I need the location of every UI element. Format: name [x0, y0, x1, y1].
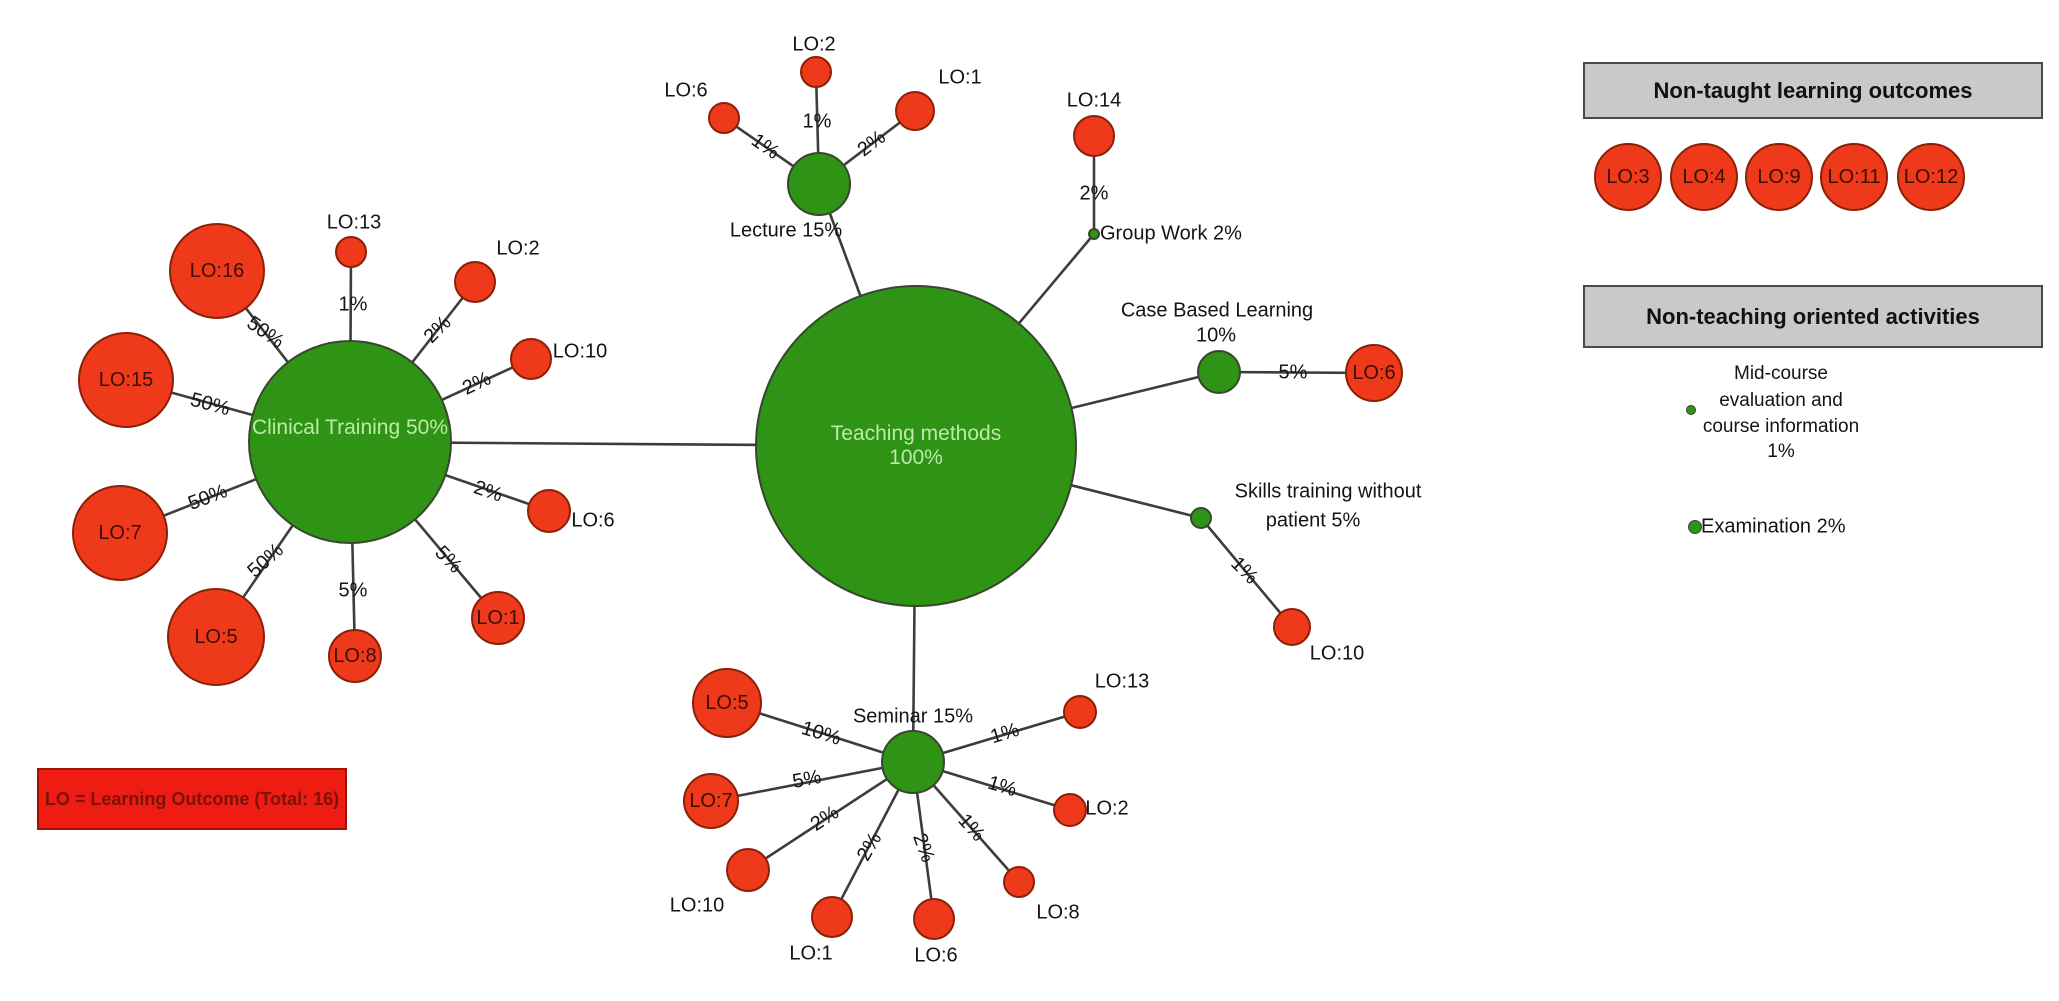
node-lo13s: [1063, 695, 1097, 729]
node-label: LO:7: [98, 521, 142, 544]
node-lo2l: [800, 56, 832, 88]
lo-label: LO:1: [789, 942, 833, 965]
node-casebased: [1197, 350, 1241, 394]
hub-label: Lecture 15%: [729, 219, 843, 242]
node-label: LO:12: [1903, 165, 1959, 188]
node-lo2s: [1053, 793, 1087, 827]
legend-non-taught-box: Non-taught learning outcomes: [1583, 62, 2043, 119]
legend-activity-label: course information: [1702, 416, 1860, 437]
lo-label: LO:10: [1309, 642, 1365, 665]
pct-label: 2%: [1079, 182, 1109, 205]
hub-label: Skills training without: [1234, 480, 1422, 503]
node-lo10se: [726, 848, 770, 892]
lo-label: LO:2: [1085, 797, 1129, 820]
node-lo10sk: [1273, 608, 1311, 646]
edge-skills-lo10sk: [1200, 517, 1293, 628]
lo-label: LO:10: [552, 340, 608, 363]
node-lo6c: [527, 489, 571, 533]
node-lo5s: LO:5: [692, 668, 762, 738]
node-label: LO:5: [194, 625, 238, 648]
node-lo8s: [1003, 866, 1035, 898]
node-lo1s: [811, 896, 853, 938]
lo-label: LO:2: [792, 33, 836, 56]
node-skills: [1190, 507, 1212, 529]
node-lecture: [787, 152, 851, 216]
legend-non-teaching-title: Non-teaching oriented activities: [1646, 303, 1980, 329]
edge-seminar-lo10se: [747, 760, 914, 872]
node-label: LO:5: [705, 691, 749, 714]
pct-label: 5%: [1278, 361, 1308, 384]
node-label-line: 100%: [889, 446, 943, 469]
lo-label: LO:8: [1036, 901, 1080, 924]
node-label: LO:11: [1827, 165, 1881, 188]
node-label: LO:16: [189, 259, 245, 282]
node-lo13c: [335, 236, 367, 268]
node-label: LO:7: [689, 789, 733, 812]
node-label: LO:8: [333, 644, 377, 667]
hub-label: Case Based Learning: [1120, 299, 1314, 322]
lo-label: LO:14: [1066, 89, 1122, 112]
lo-label: LO:6: [571, 509, 615, 532]
pct-label: 1%: [338, 293, 368, 316]
pct-label: 5%: [338, 579, 368, 602]
node-label: LO:15: [98, 368, 154, 391]
node-clinical: Clinical Training 50%: [248, 340, 452, 544]
lo-label: LO:2: [496, 237, 540, 260]
node-label: LO:4: [1682, 165, 1726, 188]
node-lo6l: [708, 102, 740, 134]
node-lo10c: [510, 338, 552, 380]
legend-activity-label: evaluation and: [1719, 390, 1843, 411]
node-lo7c: LO:7: [72, 485, 168, 581]
legend-circle-legend-lo11: LO:11: [1820, 143, 1888, 211]
hub-label: Seminar 15%: [852, 705, 974, 728]
legend-circle-legend-lo9: LO:9: [1745, 143, 1813, 211]
node-label: LO:1: [476, 606, 520, 629]
legend-circle-legend-lo3: LO:3: [1594, 143, 1662, 211]
node-groupwork: [1088, 228, 1100, 240]
hub-label: patient 5%: [1265, 509, 1361, 532]
node-lo2c: [454, 261, 496, 303]
node-lo16: LO:16: [169, 223, 265, 319]
node-lo6cb: LO:6: [1345, 344, 1403, 402]
node-label-line: Teaching methods: [830, 421, 1002, 445]
legend-activity-dot: [1688, 520, 1702, 534]
legend-circle-legend-lo12: LO:12: [1897, 143, 1965, 211]
lo-definition-note: LO = Learning Outcome (Total: 16): [37, 768, 347, 830]
edge-seminar-lo7s: [710, 760, 914, 803]
node-teaching: Teaching methods 100%: [755, 285, 1077, 607]
node-lo1l: [895, 91, 935, 131]
node-lo5c: LO:5: [167, 588, 265, 686]
node-label: LO:3: [1606, 165, 1650, 188]
node-lo14: [1073, 115, 1115, 157]
lo-definition-text: LO = Learning Outcome (Total: 16): [44, 788, 340, 809]
hub-label: 10%: [1195, 324, 1237, 347]
node-seminar: [881, 730, 945, 794]
legend-activity-label: Mid-course: [1734, 363, 1828, 384]
lo-label: LO:1: [938, 66, 982, 89]
node-lo8c: LO:8: [328, 629, 382, 683]
node-label: Clinical Training 50%: [251, 415, 449, 439]
node-lo15: LO:15: [78, 332, 174, 428]
node-lo1c: LO:1: [471, 591, 525, 645]
pct-label: 1%: [802, 110, 832, 133]
legend-activity-label: 1%: [1767, 441, 1795, 462]
hub-label: Group Work 2%: [1100, 222, 1242, 245]
node-lo7s: LO:7: [683, 773, 739, 829]
lo-label: LO:13: [1094, 670, 1150, 693]
lo-label: LO:10: [669, 894, 725, 917]
legend-activity-label: Examination 2%: [1701, 515, 1846, 538]
legend-circle-legend-lo4: LO:4: [1670, 143, 1738, 211]
legend-activity-dot: [1686, 405, 1696, 415]
node-lo6s: [913, 898, 955, 940]
lo-label: LO:6: [664, 79, 708, 102]
legend-non-teaching-box: Non-teaching oriented activities: [1583, 285, 2043, 348]
node-label: LO:6: [1352, 361, 1396, 384]
lo-label: LO:13: [326, 211, 382, 234]
lo-label: LO:6: [914, 944, 958, 967]
legend-non-taught-title: Non-taught learning outcomes: [1653, 77, 1973, 103]
node-label: LO:9: [1757, 165, 1801, 188]
